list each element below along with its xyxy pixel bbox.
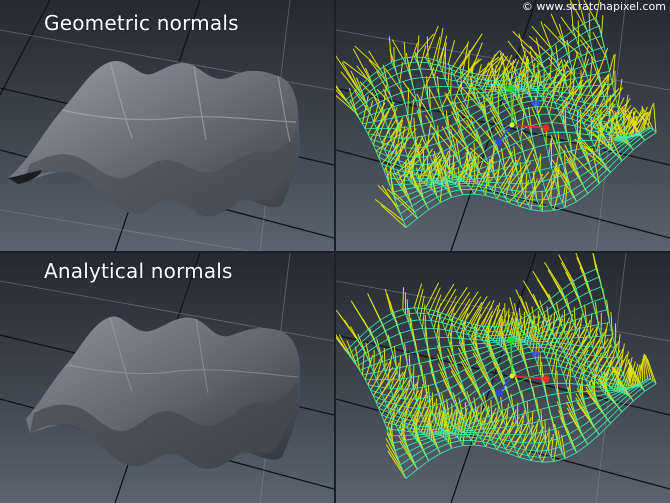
- viewport-shaded-geometric: Geometric normals: [0, 0, 334, 251]
- wireframe-mesh: [345, 268, 657, 479]
- shaded-surface-geometric: [0, 0, 334, 251]
- normal-vectors: [336, 0, 657, 228]
- wireframe-mesh: [345, 17, 657, 228]
- viewport-wireframe-analytical: [336, 253, 670, 503]
- manipulator-gizmo: [495, 85, 550, 146]
- title-geometric-normals: Geometric normals: [44, 11, 239, 35]
- title-analytical-normals: Analytical normals: [44, 259, 233, 283]
- manipulator-gizmo: [495, 336, 550, 397]
- copyright-notice: © www.scratchapixel.com: [521, 0, 666, 13]
- panel-divider-horizontal: [0, 251, 670, 253]
- wireframe-normals-geometric: [336, 0, 670, 251]
- viewport-shaded-analytical: Analytical normals: [0, 253, 334, 503]
- viewport-wireframe-geometric: © www.scratchapixel.com: [336, 0, 670, 251]
- shaded-surface-analytical: [0, 253, 334, 503]
- wireframe-normals-analytical: [336, 253, 670, 503]
